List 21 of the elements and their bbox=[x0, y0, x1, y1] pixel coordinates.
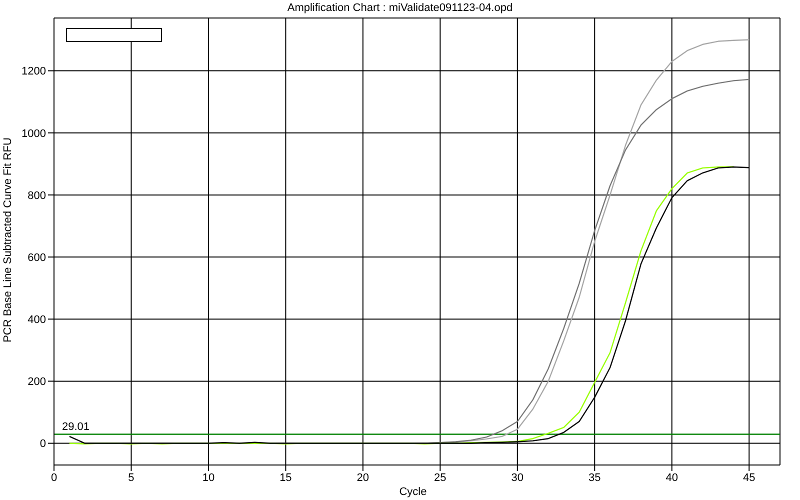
x-tick-label: 10 bbox=[202, 472, 215, 484]
x-tick-label: 5 bbox=[128, 472, 134, 484]
x-tick-label: 15 bbox=[280, 472, 292, 484]
x-tick-label: 45 bbox=[742, 472, 756, 484]
y-tick-label: 200 bbox=[28, 376, 46, 388]
chart-title: Amplification Chart : miValidate091123-04.opd bbox=[286, 2, 514, 14]
x-tick-label: 25 bbox=[434, 472, 446, 484]
y-tick-label: 1000 bbox=[22, 128, 46, 140]
x-tick-label: 30 bbox=[511, 472, 524, 484]
y-tick-label: 1200 bbox=[22, 66, 46, 78]
x-tick-label: 20 bbox=[356, 472, 370, 484]
y-tick-label: 600 bbox=[28, 252, 46, 264]
ref-line-label: 29.01 bbox=[62, 421, 90, 434]
y-tick-label: 0 bbox=[40, 438, 46, 450]
x-axis-title: Cycle bbox=[398, 486, 428, 498]
x-tick-label: 0 bbox=[50, 472, 58, 484]
y-tick-label: 800 bbox=[28, 190, 46, 202]
x-tick-label: 40 bbox=[666, 472, 678, 484]
x-tick-label: 35 bbox=[588, 472, 601, 484]
y-axis-title: PCR Base Line Subtracted Curve Fit RFU bbox=[2, 138, 14, 342]
y-tick-label: 400 bbox=[28, 314, 46, 326]
